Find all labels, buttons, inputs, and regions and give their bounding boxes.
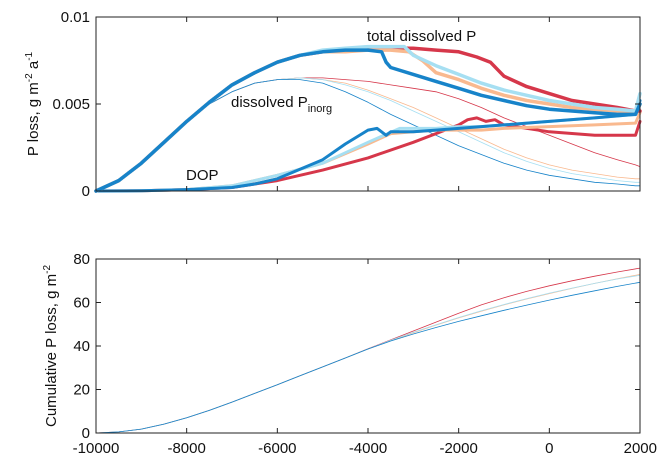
bottom-x-tick-label: 0 [545,440,553,457]
bottom-y-tick-label: 20 [73,382,90,399]
bottom-y-tick-label: 80 [73,251,90,268]
top-y-tick-label: 0.005 [52,96,90,113]
bottom-series-line-2 [95,274,641,434]
bottom-y-label-main: Cumulative P loss, g m [43,274,60,427]
top-series-line-total-3 [94,48,642,193]
top-y-label-exp1: -2 [24,73,35,82]
bottom-series-line-0 [95,267,641,434]
bottom-y-tick-label: 60 [73,295,90,312]
bottom-x-tick-label: 2000 [624,440,657,457]
bottom-panel: 0 20 40 60 80 -10000 -8000 -6000 -4000 -2000 0 200… [42,251,657,457]
bottom-x-tick-label: -4000 [349,440,387,457]
bottom-x-tick-label: -8000 [167,440,205,457]
top-panel: 0 0.005 0.01 P loss, g m-2 a-1 total disso… [24,9,642,200]
annotation-dissolved-sub: inorg [308,103,332,115]
bottom-y-axis-label: Cumulative P loss, g m-2 [42,265,60,427]
annotation-dop: DOP [186,167,219,184]
top-y-tick-label: 0 [82,183,90,200]
bottom-y-ticks: 0 20 40 60 80 [73,251,640,442]
top-series-group [94,17,642,193]
top-series-line-dop-7 [94,99,642,193]
bottom-y-tick-label: 40 [73,338,90,355]
annotation-dissolved-main: dissolved P [231,94,308,111]
top-y-tick-label: 0.01 [61,9,90,26]
bottom-x-ticks: -10000 -8000 -6000 -4000 -2000 0 2000 [73,440,657,457]
bottom-x-tick-label: -2000 [439,440,477,457]
bottom-y-label-exp: -2 [42,265,53,274]
annotation-total-dissolved-p: total dissolved P [367,28,476,45]
top-series-line-total-2 [94,44,642,193]
bottom-x-tick-label: -6000 [258,440,296,457]
top-y-label-main: P loss, g m [25,82,42,156]
bottom-series-line-3 [95,281,641,434]
top-y-label-exp2: -1 [24,51,35,60]
annotation-dissolved-p-inorg: dissolved Pinorg [231,94,332,115]
bottom-series-group [95,259,641,434]
bottom-plot-box [95,258,641,434]
bottom-y-tick-label: 0 [82,425,90,442]
top-y-label-mid: a [25,60,42,73]
top-y-axis-label: P loss, g m-2 a-1 [24,51,42,156]
top-series-line-dop-5 [94,111,642,193]
bottom-x-tick-label: -10000 [73,440,120,457]
top-y-ticks: 0 0.005 0.01 [52,9,640,200]
top-series-line-dop-6 [94,99,642,193]
